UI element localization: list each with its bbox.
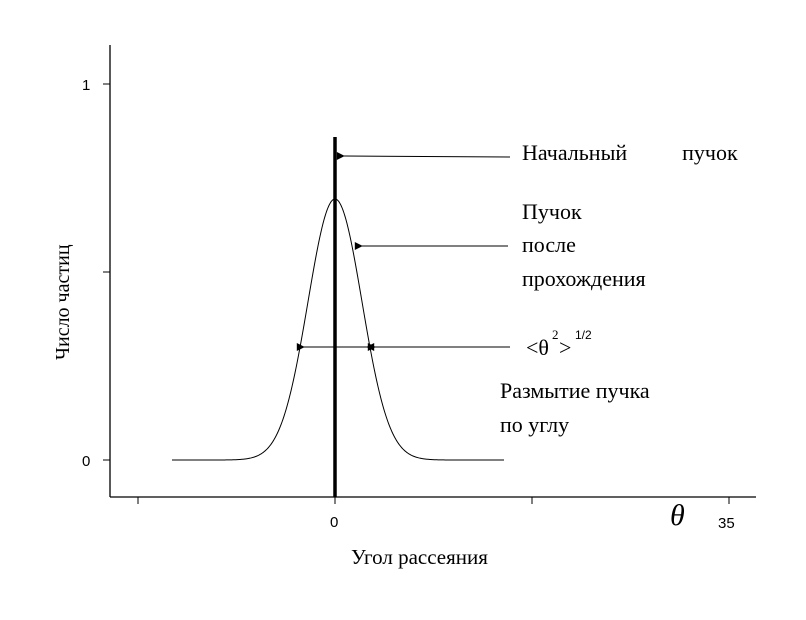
label-width-sup12: 1/2 [575,328,592,342]
label-after-line2: после [522,232,576,257]
y-tick-label-1: 1 [82,77,90,94]
x-symbol-theta: θ [670,499,685,532]
label-width-sup2: 2 [552,327,559,342]
x-tick-label-zero: 0 [330,514,338,531]
label-blur-line2: по углу [500,412,569,437]
label-width-main: <θ [526,335,549,360]
label-width-gt: > [559,335,571,360]
x-axis-title: Угол рассеяния [351,545,488,569]
x-tick-label-end: 35 [718,515,735,532]
label-blur-line1: Размытие пучка [500,378,650,403]
label-after-line3: прохождения [522,266,646,291]
y-axis-title: Число частиц [52,244,74,360]
label-initial-beam: Начальный пучок [522,140,738,165]
scattered-beam-curve [172,198,504,461]
y-tick-label-0: 0 [82,453,90,470]
label-after-line1: Пучок [522,199,582,224]
arrow-initial-beam [336,151,511,160]
